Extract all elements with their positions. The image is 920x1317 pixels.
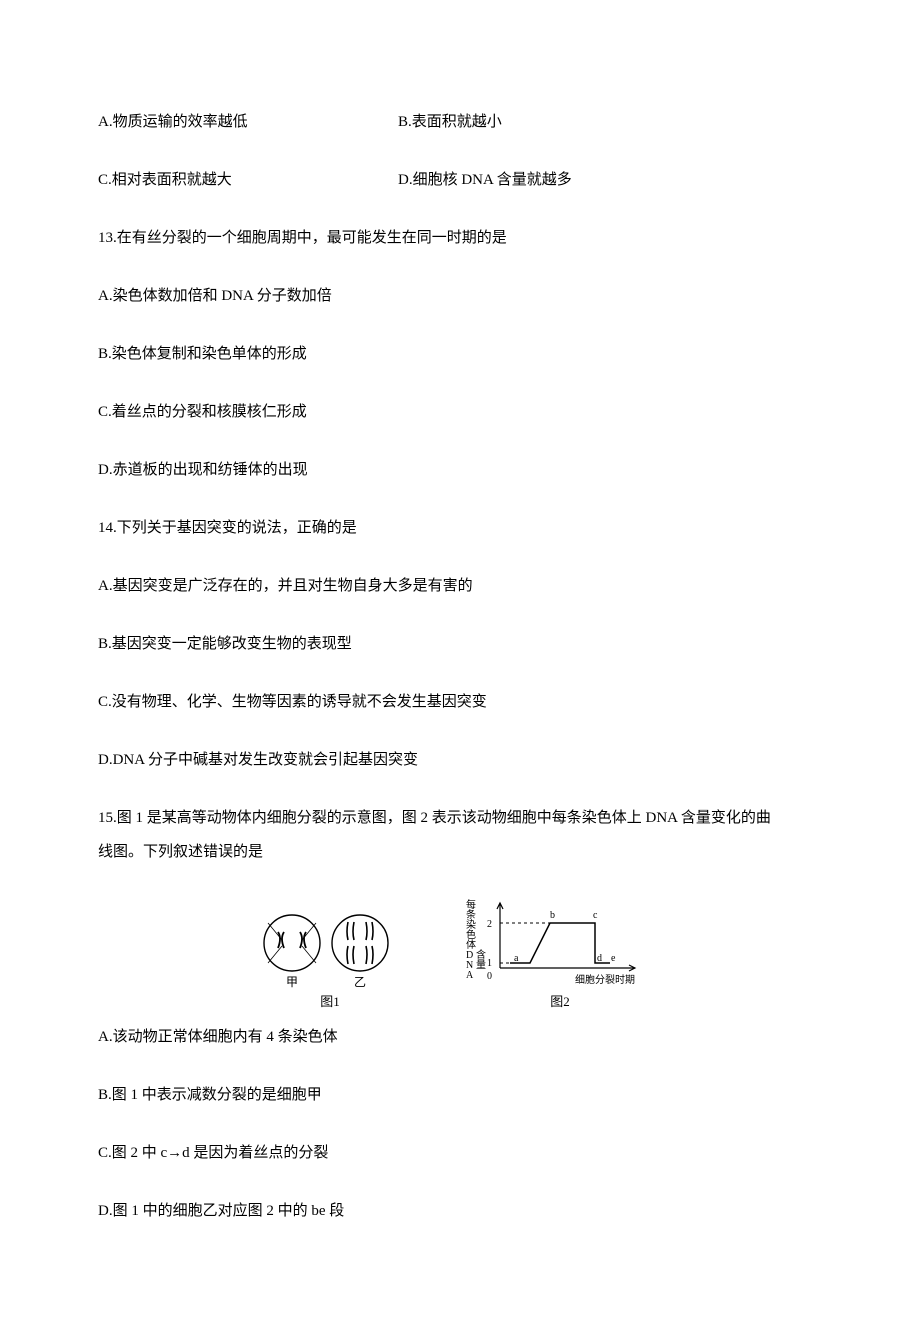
q12-row-cd: C.相对表面积就越大 D.细胞核 DNA 含量就越多 <box>98 168 822 192</box>
figure-2-svg: 每 条 染 色 体 D N A 含 量 1 <box>460 898 660 988</box>
q12-row-ab: A.物质运输的效率越低 B.表面积就越小 <box>98 110 822 134</box>
q14-opt-a: A.基因突变是广泛存在的，并且对生物自身大多是有害的 <box>98 574 822 598</box>
fig2-label-a: a <box>514 953 519 964</box>
figure-2-caption: 图2 <box>550 992 570 1013</box>
fig2-ytick-1: 1 <box>487 958 492 969</box>
cell-right-label: 乙 <box>354 975 366 988</box>
q12-opt-d: D.细胞核 DNA 含量就越多 <box>398 168 698 192</box>
q15-stem-line1: 15.图 1 是某高等动物体内细胞分裂的示意图，图 2 表示该动物细胞中每条染色… <box>98 806 822 830</box>
fig2-origin: 0 <box>487 971 492 982</box>
q15-opt-b: B.图 1 中表示减数分裂的是细胞甲 <box>98 1083 822 1107</box>
fig2-xlabel: 细胞分裂时期 <box>575 973 635 986</box>
figure-1-block: 甲 乙 图1 <box>260 908 400 1013</box>
q12-opt-a: A.物质运输的效率越低 <box>98 110 398 134</box>
cell-right <box>332 915 388 971</box>
q14-stem: 14.下列关于基因突变的说法，正确的是 <box>98 516 822 540</box>
q13-opt-d: D.赤道板的出现和纺锤体的出现 <box>98 458 822 482</box>
q15-opt-a: A.该动物正常体细胞内有 4 条染色体 <box>98 1025 822 1049</box>
q15-opt-c: C.图 2 中 c→d 是因为着丝点的分裂 <box>98 1141 822 1165</box>
figure-row: 甲 乙 图1 每 条 染 色 体 D N A <box>98 898 822 1013</box>
cell-left-label: 甲 <box>286 975 298 988</box>
fig2-label-b: b <box>550 910 555 921</box>
figure-2-block: 每 条 染 色 体 D N A 含 量 1 <box>460 898 660 1013</box>
q14-opt-d: D.DNA 分子中碱基对发生改变就会引起基因突变 <box>98 748 822 772</box>
figure-1-svg: 甲 乙 <box>260 908 400 988</box>
q13-stem: 13.在有丝分裂的一个细胞周期中，最可能发生在同一时期的是 <box>98 226 822 250</box>
fig2-label-d: d <box>597 953 602 964</box>
q13-opt-b: B.染色体复制和染色单体的形成 <box>98 342 822 366</box>
q12-opt-c: C.相对表面积就越大 <box>98 168 398 192</box>
q15-opt-d: D.图 1 中的细胞乙对应图 2 中的 be 段 <box>98 1199 822 1223</box>
fig2-label-e: e <box>611 953 616 964</box>
fig2-ytick-2: 2 <box>487 919 492 930</box>
q12-opt-b: B.表面积就越小 <box>398 110 698 134</box>
q13-opt-a: A.染色体数加倍和 DNA 分子数加倍 <box>98 284 822 308</box>
fig2-plot: 1 2 0 a b c d e 细胞分裂时期 <box>487 903 635 986</box>
fig2-label-c: c <box>593 910 598 921</box>
q15-stem-line2: 线图。下列叙述错误的是 <box>98 840 822 864</box>
q13-opt-c: C.着丝点的分裂和核膜核仁形成 <box>98 400 822 424</box>
figure-1-caption: 图1 <box>320 992 340 1013</box>
q14-opt-c: C.没有物理、化学、生物等因素的诱导就不会发生基因突变 <box>98 690 822 714</box>
q14-opt-b: B.基因突变一定能够改变生物的表现型 <box>98 632 822 656</box>
cell-left <box>264 915 320 971</box>
